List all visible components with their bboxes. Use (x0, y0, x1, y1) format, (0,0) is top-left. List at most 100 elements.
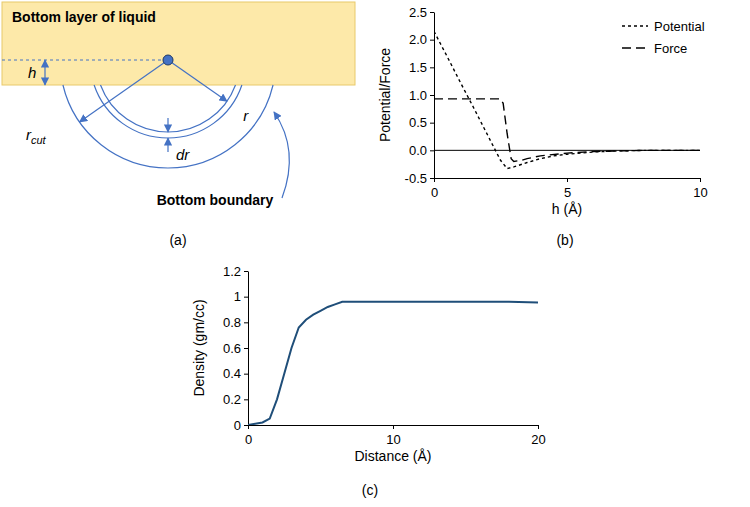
y-tick: 1 (234, 289, 248, 304)
y-tick: 1.5 (409, 60, 434, 75)
dr-arrow (167, 138, 168, 152)
h-arrow (44, 60, 45, 85)
liquid-label: Bottom layer of liquid (12, 9, 156, 25)
y-tick-mark (430, 95, 434, 96)
y-tick-mark (244, 271, 248, 272)
y-axis: -0.5 0.0 0.5 1.0 1.5 2.0 2.5 (405, 5, 435, 186)
dr-shell (100, 85, 235, 132)
diagram: Bottom layer of liquid h r rcut dr Bottom bou… (2, 2, 355, 248)
r-arrow (168, 60, 227, 101)
y-axis: 0 0.2 0.4 0.6 0.8 1 1.2 (223, 264, 249, 433)
liquid-layer (2, 2, 355, 85)
y-tick-label: 1 (234, 289, 241, 304)
x-tick-mark (538, 425, 539, 429)
x-tick: 10 (693, 178, 707, 200)
x-tick: 10 (386, 425, 400, 447)
rcut-arrow (80, 60, 168, 122)
x-axis-title: Distance (Å) (354, 448, 431, 464)
y-tick-mark (244, 374, 248, 375)
h-reference (2, 60, 168, 61)
y-tick-mark (430, 150, 434, 151)
y-tick-mark (430, 123, 434, 124)
legend-swatch (622, 25, 648, 26)
y-tick-label: 0.8 (223, 315, 241, 330)
y-tick: -0.5 (405, 171, 434, 186)
y-tick: 0.2 (223, 392, 248, 407)
y-axis-title: Potential/Force (377, 48, 393, 142)
x-tick: 20 (531, 425, 545, 447)
y-tick: 2.0 (409, 32, 434, 47)
plot-area (434, 31, 700, 168)
y-tick: 0.4 (223, 366, 248, 381)
y-tick: 0.8 (223, 315, 248, 330)
series-line (434, 31, 700, 168)
chart: 0 5 10 -0.5 0.0 0.5 1.0 1.5 2.0 2.5 h (Å) Potential… (377, 5, 708, 248)
x-tick-label: 5 (564, 185, 571, 200)
y-tick-label: 0.2 (223, 392, 241, 407)
boundary-pointer (274, 112, 289, 198)
y-tick-label: 0.0 (409, 143, 427, 158)
x-tick-label: 10 (386, 432, 400, 447)
y-tick-mark (430, 178, 434, 179)
x-tick-label: 10 (693, 185, 707, 200)
x-tick-label: 0 (245, 432, 252, 447)
y-tick: 2.5 (409, 5, 434, 20)
y-tick: 0 (234, 418, 248, 433)
y-tick-label: 2.5 (409, 5, 427, 20)
panel-label: (c) (362, 482, 378, 498)
particle (163, 55, 173, 65)
plot-area (248, 302, 538, 425)
y-tick-mark (244, 297, 248, 298)
zero-line (434, 150, 700, 151)
r-label: r (243, 107, 249, 124)
y-tick-label: 2.0 (409, 32, 427, 47)
y-tick-label: 0.5 (409, 115, 427, 130)
dr-label: dr (176, 146, 190, 163)
figure: Bottom layer of liquid h r rcut dr Bottom bou… (0, 0, 750, 507)
y-tick-label: 0 (234, 418, 241, 433)
y-tick: 1.0 (409, 88, 434, 103)
x-tick-mark (248, 425, 249, 429)
rcut-sub: cut (31, 134, 47, 146)
y-tick-label: 1.5 (409, 60, 427, 75)
boundary-label: Bottom boundary (157, 192, 274, 208)
y-axis-title: Density (gm/cc) (191, 299, 207, 396)
y-tick-label: 0.4 (223, 366, 241, 381)
y-tick: 0.6 (223, 341, 248, 356)
x-tick-mark (434, 178, 435, 182)
x-tick-label: 0 (431, 185, 438, 200)
y-tick-mark (244, 348, 248, 349)
legend: PotentialForce (622, 19, 705, 56)
series-line (248, 302, 538, 425)
h-label: h (28, 64, 36, 81)
x-axis: 0 10 20 (245, 425, 546, 447)
y-tick: 0.5 (409, 115, 434, 130)
chart: 0 10 20 0 0.2 0.4 0.6 0.8 1 1.2 Distance (Å) Densit… (191, 264, 546, 498)
x-tick-mark (700, 178, 701, 182)
series-line (434, 99, 700, 162)
dr-shell (94, 85, 242, 138)
x-tick-mark (393, 425, 394, 429)
y-tick: 0.0 (409, 143, 434, 158)
x-axis-title: h (Å) (552, 201, 582, 217)
y-tick-label: 0.6 (223, 341, 241, 356)
y-axis-line (434, 13, 435, 179)
legend-label: Potential (654, 19, 705, 34)
panel-label: (b) (556, 232, 573, 248)
y-tick: 1.2 (223, 264, 248, 279)
y-tick-mark (430, 67, 434, 68)
x-tick-label: 20 (531, 432, 545, 447)
y-tick-mark (244, 399, 248, 400)
y-tick-mark (244, 322, 248, 323)
cutoff-arc (63, 85, 273, 168)
x-tick-mark (567, 178, 568, 182)
x-tick: 0 (245, 425, 252, 447)
y-tick-label: 1.2 (223, 264, 241, 279)
panel-label: (a) (169, 232, 186, 248)
legend-swatch (622, 47, 648, 48)
x-axis: 0 5 10 (431, 178, 708, 200)
rcut-label: rcut (26, 126, 47, 146)
dr-arrow (167, 118, 168, 132)
x-tick: 0 (431, 178, 438, 200)
y-axis-line (248, 272, 249, 426)
